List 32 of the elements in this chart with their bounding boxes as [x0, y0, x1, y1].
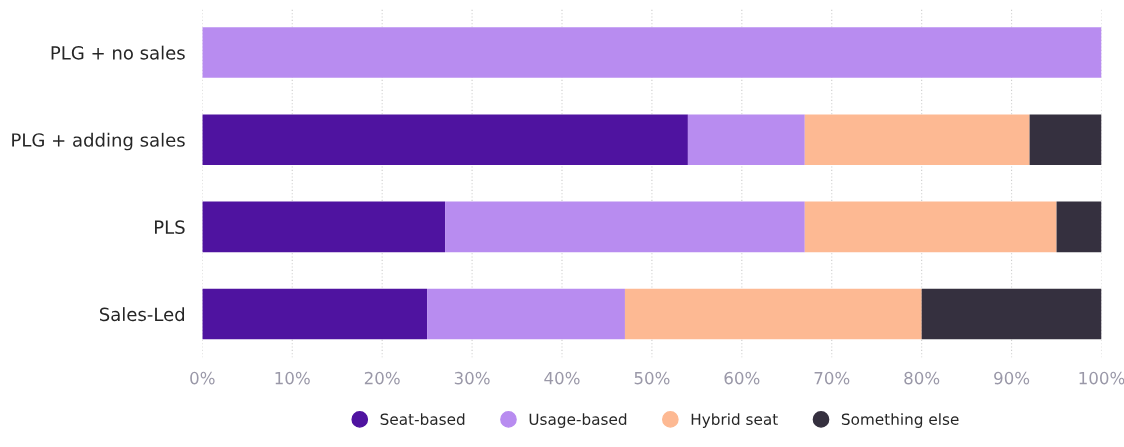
x-tick-label: 100% — [1079, 371, 1124, 385]
bar — [202, 201, 446, 253]
bar — [445, 201, 805, 253]
legend-label: Hybrid seat — [691, 413, 778, 428]
legend-label: Usage-based — [529, 413, 627, 428]
x-tick-label: 50% — [634, 371, 670, 385]
bar — [687, 114, 805, 165]
bar — [804, 201, 1057, 253]
bar — [921, 288, 1102, 340]
bar — [427, 288, 625, 340]
legend-label: Something else — [841, 413, 959, 428]
bar — [804, 114, 1030, 165]
x-tick-label: 70% — [814, 371, 850, 385]
x-tick-label: 90% — [994, 371, 1030, 385]
bar — [202, 27, 1102, 78]
y-tick-label: PLG + adding sales — [12, 132, 185, 151]
bar — [1029, 114, 1102, 165]
bar — [202, 114, 688, 165]
x-tick-label: 20% — [364, 371, 400, 385]
y-tick-label: PLG + no sales — [51, 45, 185, 60]
y-tick-label: Sales-Led — [99, 307, 185, 322]
legend-label: Seat-based — [380, 413, 465, 426]
x-tick-label: 40% — [544, 371, 580, 385]
bar — [1056, 201, 1102, 253]
x-tick-label: 60% — [724, 371, 760, 385]
x-tick-label: 10% — [275, 371, 310, 385]
bar — [202, 288, 428, 340]
x-tick-label: 30% — [454, 371, 490, 385]
bar — [624, 288, 922, 340]
x-tick-label: 80% — [904, 371, 940, 385]
y-tick-label: PLS — [155, 220, 185, 234]
x-tick-label: 0% — [190, 371, 215, 385]
